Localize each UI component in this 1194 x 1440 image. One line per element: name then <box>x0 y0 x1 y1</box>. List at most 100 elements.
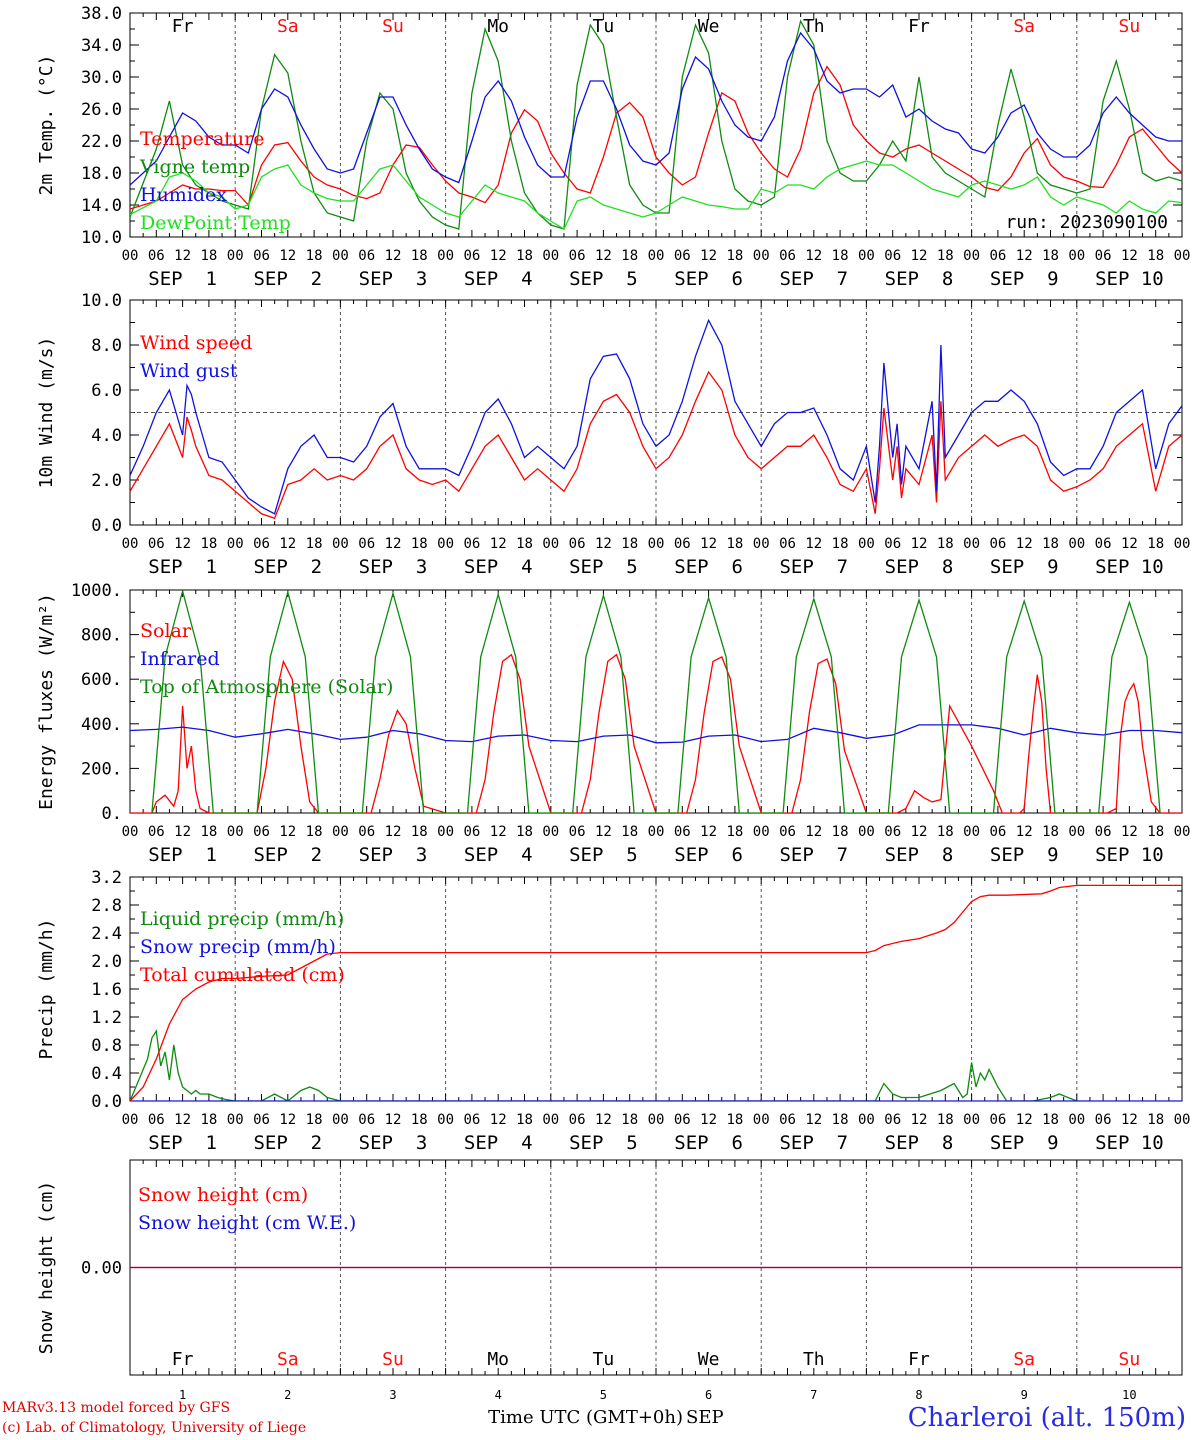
x-hour-label: 00 <box>227 536 244 552</box>
x-date-label: SEP 3 <box>359 268 428 290</box>
x-hour-label: 12 <box>700 1112 717 1128</box>
station-name: Charleroi (alt. 150m) <box>907 1403 1186 1433</box>
x-hour-label: 00 <box>332 824 349 840</box>
x-date-label: SEP 6 <box>674 268 743 290</box>
x-hour-label: 18 <box>832 1112 849 1128</box>
x-hour-label: 18 <box>726 536 743 552</box>
day-of-week-label: Tu <box>593 16 615 37</box>
x-hour-label: 12 <box>911 824 928 840</box>
x-hour-label: 00 <box>753 536 770 552</box>
wind-panel: 0.0 2.0 4.0 6.0 8.0 10.0 10m Wind (m/s) Wind sp… <box>36 291 1190 578</box>
x-date-label: SEP 7 <box>779 1132 848 1154</box>
lab-credit: (c) Lab. of Climatology, University of L… <box>2 1420 307 1436</box>
y-axis-label: Snow height (cm) <box>36 1181 57 1354</box>
y-tick-label: 22.0 <box>81 132 122 152</box>
legend-entry: Vigne temp <box>139 156 250 178</box>
x-hour-label: 00 <box>227 1112 244 1128</box>
x-hour-label: 12 <box>385 248 402 264</box>
x-hour-label: 12 <box>174 248 191 264</box>
x-hour-label: 18 <box>306 248 323 264</box>
x-date-label: SEP 3 <box>359 556 428 578</box>
x-hour-label: 12 <box>279 536 296 552</box>
y-tick-label: 0.8 <box>91 1036 122 1056</box>
day-of-week-label: Fr <box>908 1349 930 1370</box>
day-of-week-label: Sa <box>277 1349 299 1370</box>
x-hour-label: 00 <box>858 824 875 840</box>
day-of-week-label: Fr <box>908 16 930 37</box>
x-hour-label: 18 <box>937 248 954 264</box>
x-date-label: SEP 2 <box>253 556 322 578</box>
x-hour-label: 00 <box>963 536 980 552</box>
x-hour-label: 12 <box>805 1112 822 1128</box>
day-of-week-label: Tu <box>593 1349 615 1370</box>
x-hour-label: 00 <box>963 248 980 264</box>
y-tick-label: 8.0 <box>91 336 122 356</box>
x-hour-label: 12 <box>911 536 928 552</box>
day-of-week-label: Mo <box>487 1349 509 1370</box>
x-hour-label: 00 <box>963 1112 980 1128</box>
x-hour-label: 18 <box>516 536 533 552</box>
x-hour-label: 06 <box>148 248 165 264</box>
y-tick-label: 34.0 <box>81 36 122 56</box>
x-date-label: SEP 3 <box>359 1132 428 1154</box>
x-date-label: SEP 7 <box>779 268 848 290</box>
x-hour-label: 00 <box>1068 824 1085 840</box>
x-hour-label: 18 <box>411 248 428 264</box>
x-hour-label: 18 <box>1042 536 1059 552</box>
x-hour-label: 00 <box>437 248 454 264</box>
x-hour-label: 00 <box>1174 1112 1191 1128</box>
x-hour-label: 12 <box>1016 1112 1033 1128</box>
y-tick-label: 6.0 <box>91 381 122 401</box>
run-label: run: 2023090100 <box>1005 212 1168 233</box>
series-line-vigne-temp <box>130 19 1182 230</box>
x-hour-label: 00 <box>122 824 139 840</box>
x-hour-label: 12 <box>1016 536 1033 552</box>
x-hour-label: 06 <box>1095 1112 1112 1128</box>
x-hour-label: 18 <box>411 536 428 552</box>
x-hour-label: 06 <box>463 824 480 840</box>
x-hour-label: 00 <box>542 1112 559 1128</box>
x-hour-label: 06 <box>463 248 480 264</box>
x-hour-label: 06 <box>358 824 375 840</box>
x-hour-label: 18 <box>1042 1112 1059 1128</box>
x-hour-label: 00 <box>542 248 559 264</box>
x-hour-label: 06 <box>1095 536 1112 552</box>
x-hour-label: 06 <box>989 824 1006 840</box>
x-hour-label: 06 <box>148 536 165 552</box>
x-hour-label: 12 <box>174 824 191 840</box>
x-hour-label: 00 <box>648 824 665 840</box>
x-date-label: SEP 10 <box>1095 844 1164 866</box>
x-hour-label: 12 <box>595 824 612 840</box>
series-line-liquid-precip-mm-h- <box>130 1029 1078 1101</box>
day-number-label: 10 <box>1122 1388 1136 1402</box>
legend-entry: Snow precip (mm/h) <box>140 936 336 958</box>
x-hour-label: 18 <box>1147 536 1164 552</box>
day-number-label: 2 <box>284 1388 291 1402</box>
x-hour-label: 00 <box>963 824 980 840</box>
y-tick-label: 3.2 <box>91 868 122 888</box>
y-tick-label: 0. <box>102 804 122 824</box>
x-date-label: SEP 6 <box>674 1132 743 1154</box>
day-number-label: 6 <box>705 1388 712 1402</box>
x-hour-label: 00 <box>753 1112 770 1128</box>
series-line-dewpoint-temp <box>130 160 1182 230</box>
x-hour-label: 18 <box>621 824 638 840</box>
y-tick-label: 18.0 <box>81 164 122 184</box>
x-hour-label: 00 <box>122 248 139 264</box>
x-hour-label: 06 <box>884 536 901 552</box>
x-hour-label: 18 <box>411 1112 428 1128</box>
x-hour-label: 18 <box>726 824 743 840</box>
series-line-temperature <box>130 65 1182 210</box>
x-hour-label: 12 <box>385 1112 402 1128</box>
x-date-label: SEP 4 <box>464 268 533 290</box>
x-axis-month: SEP <box>686 1407 724 1428</box>
y-tick-label: 10.0 <box>81 228 122 248</box>
x-hour-label: 12 <box>911 248 928 264</box>
x-date-label: SEP 8 <box>885 268 954 290</box>
x-hour-label: 12 <box>595 248 612 264</box>
series-line-humidex <box>130 31 1182 186</box>
y-tick-label: 30.0 <box>81 68 122 88</box>
day-number-label: 7 <box>810 1388 817 1402</box>
x-hour-label: 06 <box>674 536 691 552</box>
y-tick-label: 10.0 <box>81 291 122 311</box>
